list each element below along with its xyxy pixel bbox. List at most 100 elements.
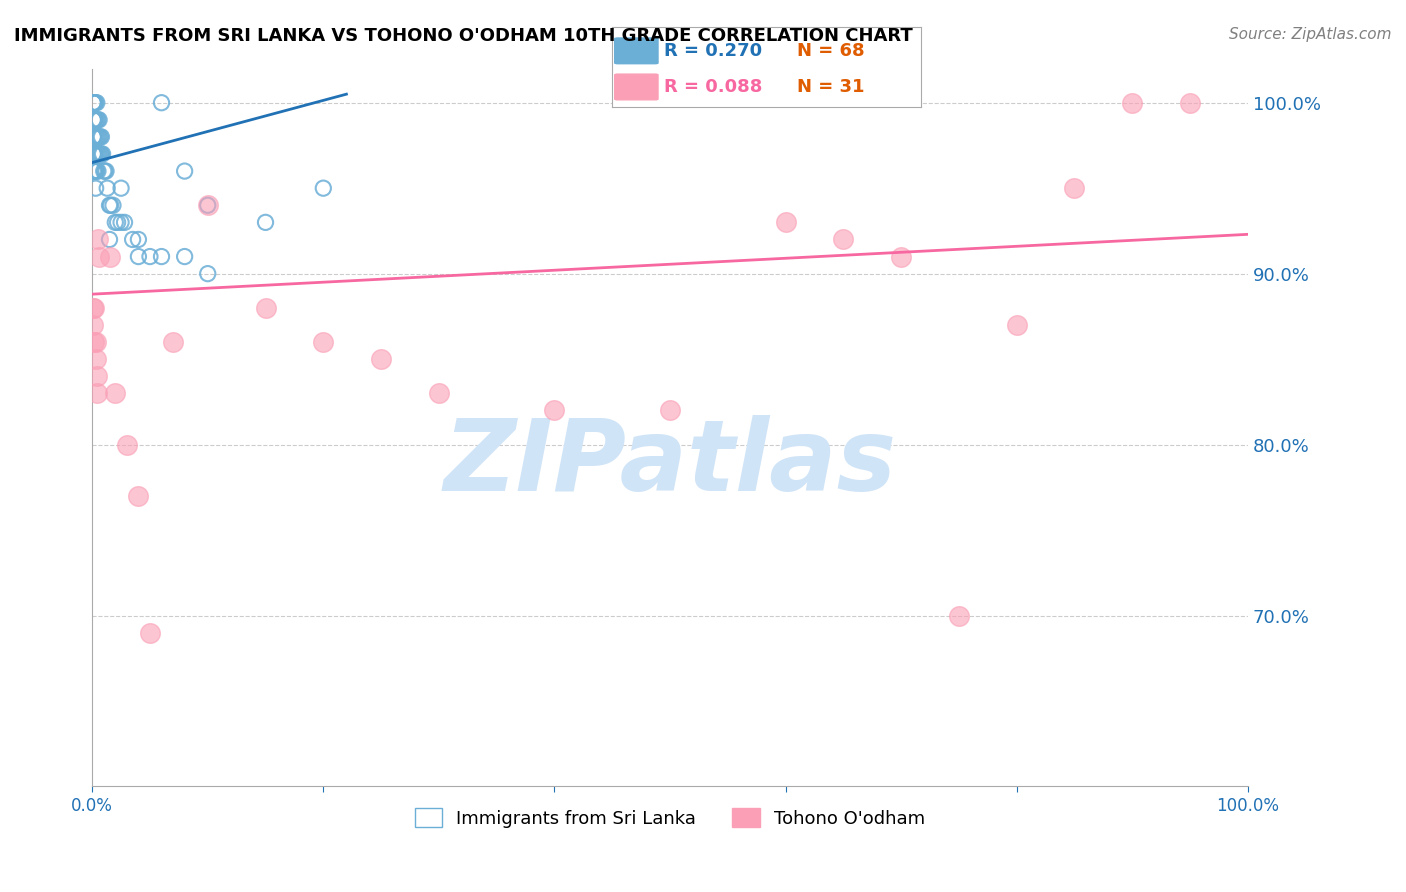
Point	[86, 369, 108, 384]
Text: N = 68: N = 68	[797, 42, 865, 60]
Point	[82, 147, 104, 161]
Text: Source: ZipAtlas.com: Source: ZipAtlas.com	[1229, 27, 1392, 42]
Point	[83, 95, 105, 110]
Point	[83, 112, 105, 127]
Point	[86, 386, 108, 401]
Point	[107, 215, 129, 229]
Point	[101, 198, 124, 212]
Point	[87, 164, 110, 178]
Point	[98, 250, 121, 264]
Point	[543, 403, 565, 417]
Point	[89, 129, 111, 144]
Point	[87, 112, 110, 127]
Point	[254, 301, 277, 315]
Point	[83, 334, 105, 349]
Point	[84, 164, 107, 178]
Point	[98, 198, 121, 212]
Point	[127, 250, 149, 264]
Point	[87, 232, 110, 246]
Point	[82, 112, 104, 127]
Point	[84, 95, 107, 110]
Point	[82, 95, 104, 110]
Point	[312, 181, 335, 195]
Point	[82, 301, 104, 315]
Point	[86, 129, 108, 144]
Point	[127, 232, 149, 246]
Point	[173, 250, 195, 264]
Point	[162, 334, 184, 349]
Point	[139, 250, 162, 264]
Point	[1178, 95, 1201, 110]
Point	[312, 334, 335, 349]
Point	[254, 215, 277, 229]
Point	[90, 129, 112, 144]
Point	[832, 232, 855, 246]
Point	[82, 95, 104, 110]
Point	[775, 215, 797, 229]
FancyBboxPatch shape	[614, 38, 658, 63]
Text: R = 0.088: R = 0.088	[664, 78, 762, 96]
Point	[197, 198, 219, 212]
Point	[87, 147, 110, 161]
Point	[370, 352, 392, 367]
Point	[659, 403, 682, 417]
Point	[83, 112, 105, 127]
Point	[104, 215, 127, 229]
Point	[82, 147, 104, 161]
Point	[94, 164, 117, 178]
Point	[86, 147, 108, 161]
Point	[83, 147, 105, 161]
Point	[87, 129, 110, 144]
Text: R = 0.270: R = 0.270	[664, 42, 762, 60]
Point	[83, 301, 105, 315]
Point	[197, 267, 219, 281]
Point	[84, 164, 107, 178]
Point	[89, 147, 111, 161]
Point	[96, 181, 118, 195]
Point	[104, 386, 127, 401]
Point	[890, 250, 912, 264]
Point	[84, 112, 107, 127]
Point	[90, 147, 112, 161]
Point	[86, 164, 108, 178]
Point	[87, 129, 110, 144]
Point	[150, 95, 173, 110]
Point	[121, 232, 143, 246]
Point	[173, 164, 195, 178]
Point	[197, 198, 219, 212]
Point	[84, 147, 107, 161]
Point	[84, 352, 107, 367]
Point	[84, 129, 107, 144]
Legend: Immigrants from Sri Lanka, Tohono O'odham: Immigrants from Sri Lanka, Tohono O'odha…	[408, 801, 932, 835]
Point	[150, 250, 173, 264]
Point	[87, 147, 110, 161]
FancyBboxPatch shape	[614, 74, 658, 100]
Point	[82, 112, 104, 127]
Point	[110, 215, 132, 229]
Point	[94, 164, 117, 178]
Point	[93, 164, 115, 178]
Text: IMMIGRANTS FROM SRI LANKA VS TOHONO O'ODHAM 10TH GRADE CORRELATION CHART: IMMIGRANTS FROM SRI LANKA VS TOHONO O'OD…	[14, 27, 912, 45]
Point	[427, 386, 450, 401]
Point	[114, 215, 136, 229]
Point	[98, 232, 121, 246]
Point	[82, 129, 104, 144]
Point	[82, 318, 104, 332]
Point	[83, 95, 105, 110]
Point	[115, 437, 138, 451]
Point	[83, 147, 105, 161]
Point	[87, 112, 110, 127]
Point	[110, 181, 132, 195]
Point	[91, 147, 114, 161]
Point	[86, 112, 108, 127]
Point	[83, 129, 105, 144]
Point	[139, 625, 162, 640]
Point	[100, 198, 122, 212]
Point	[86, 95, 108, 110]
Point	[82, 164, 104, 178]
Point	[82, 129, 104, 144]
Point	[83, 164, 105, 178]
Text: N = 31: N = 31	[797, 78, 865, 96]
Point	[84, 334, 107, 349]
Point	[83, 164, 105, 178]
